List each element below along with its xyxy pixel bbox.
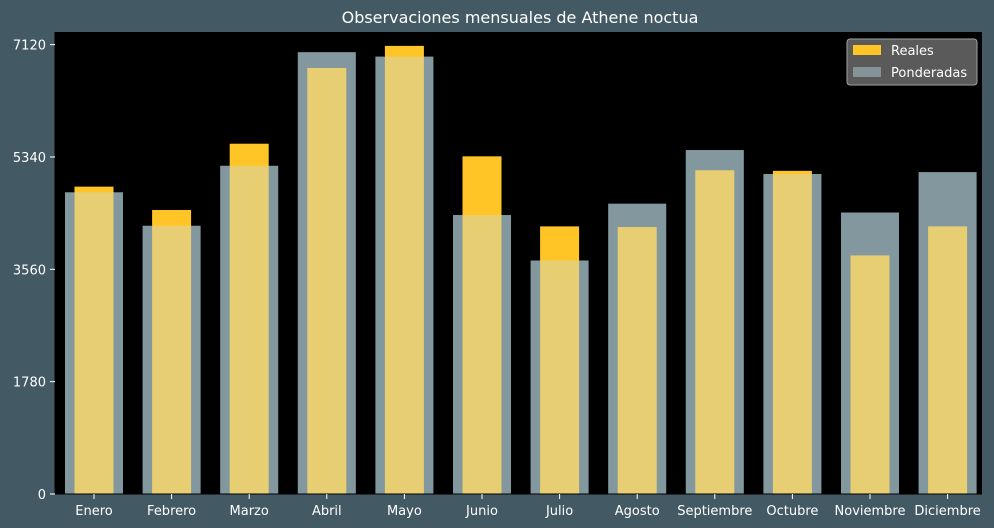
y-tick-label: 5340 [13, 151, 46, 166]
bar-ponderadas-overlay-septiembre [685, 150, 744, 494]
x-tick-label: Junio [465, 504, 498, 519]
legend: Reales Ponderadas [846, 38, 978, 86]
chart-title: Observaciones mensuales de Athene noctua [342, 8, 699, 27]
x-tick-label: Julio [545, 504, 573, 519]
bar-reales-octubre [772, 170, 812, 494]
bar-ponderadas-overlay-marzo [220, 165, 279, 494]
bar-ponderadas-overlay-julio [530, 260, 589, 494]
x-tick-label: Agosto [615, 504, 660, 519]
bar-reales-marzo [229, 143, 269, 494]
x-tick-label: Enero [75, 504, 113, 519]
y-tick-label: 1780 [13, 376, 46, 391]
x-tick-label: Mayo [387, 504, 422, 519]
legend-label-reales: Reales [891, 44, 934, 59]
x-axis: Enero Febrero Marzo Abril Mayo Junio Julio Agos… [55, 493, 982, 519]
bar-ponderadas-overlay-abril [297, 52, 356, 495]
bar-reales-febrero [152, 209, 192, 494]
plot-area [55, 32, 982, 494]
y-tick-label: 7120 [13, 39, 46, 54]
bar-ponderadas-overlay-junio [453, 215, 511, 495]
y-tick-label: 3560 [13, 263, 46, 278]
bar-reales-diciembre [928, 226, 968, 495]
bar-ponderadas-overlay-octubre [763, 174, 822, 495]
legend-swatch-reales [853, 45, 881, 55]
x-tick-label: Septiembre [677, 504, 752, 519]
ponderadas-overlay-bars [65, 52, 977, 495]
y-axis: 0 1780 3560 5340 7120 [13, 32, 56, 503]
bar-ponderadas-overlay-agosto [608, 203, 667, 495]
bar-ponderadas-overlay-noviembre [841, 212, 899, 495]
bar-reales-julio [540, 226, 580, 495]
x-tick-label: Marzo [230, 504, 269, 519]
bar-reales-enero [74, 186, 114, 494]
bar-reales-abril [307, 67, 347, 495]
reales-bars [74, 45, 968, 495]
bar-ponderadas-overlay-diciembre [918, 172, 977, 495]
legend-label-ponderadas: Ponderadas [891, 66, 967, 81]
x-tick-label: Diciembre [914, 504, 980, 519]
bar-reales-noviembre [850, 255, 890, 494]
bar-ponderadas-overlay-febrero [142, 225, 201, 494]
x-tick-label: Octubre [766, 504, 818, 519]
x-tick-label: Febrero [147, 504, 196, 519]
x-tick-label: Abril [312, 504, 342, 519]
bar-reales-septiembre [695, 170, 735, 494]
bar-reales-agosto [617, 227, 657, 494]
x-tick-label: Noviembre [835, 504, 906, 519]
y-tick-label: 0 [38, 488, 46, 503]
legend-swatch-ponderadas [853, 67, 881, 77]
bar-ponderadas-overlay-mayo [375, 56, 434, 495]
bar-reales-junio [462, 156, 502, 494]
bar-reales-mayo [384, 45, 424, 494]
bar-ponderadas-overlay-enero [65, 192, 123, 495]
